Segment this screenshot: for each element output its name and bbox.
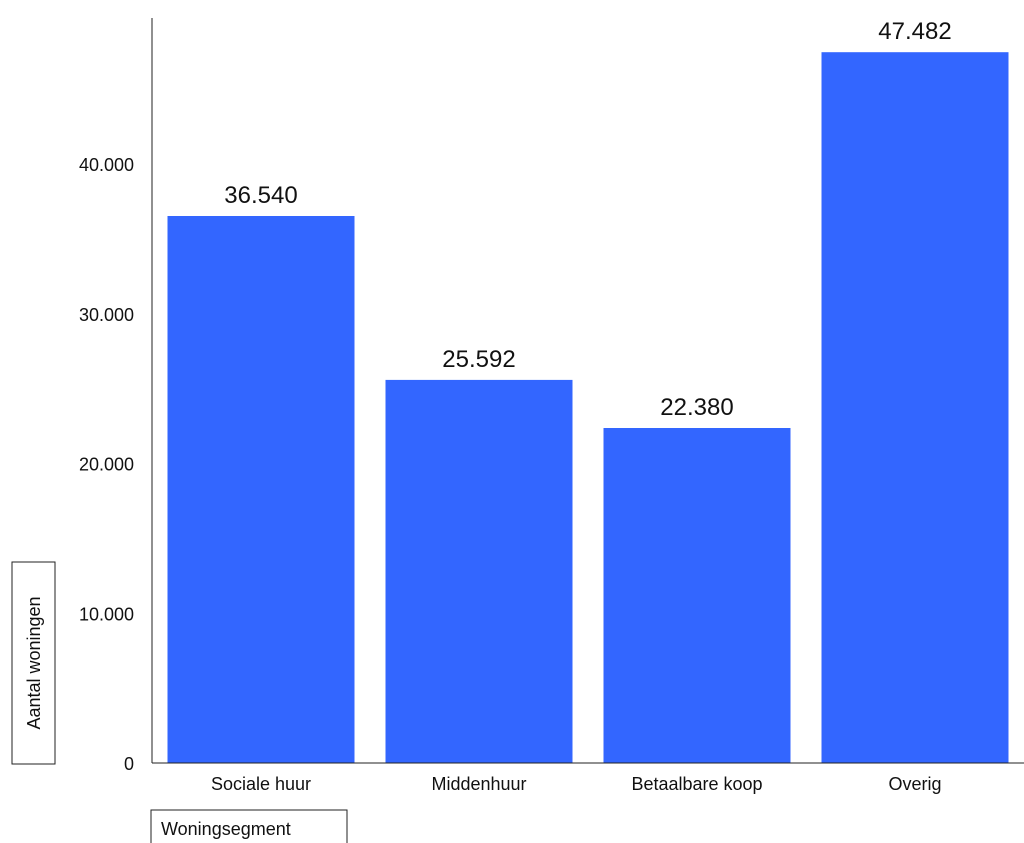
- bar: [385, 379, 573, 763]
- data-label: 47.482: [878, 18, 951, 45]
- bar: [167, 216, 355, 763]
- x-axis-title: Woningsegment: [150, 809, 348, 843]
- y-axis-title-text: Aantal woningen: [24, 596, 44, 729]
- bars-group: [167, 52, 1009, 763]
- value-labels-group: 36.540 25.592 22.380 47.482: [224, 18, 951, 421]
- x-tick-label: Middenhuur: [431, 774, 526, 794]
- x-tick-labels-group: Sociale huur Middenhuur Betaalbare koop Ove…: [211, 774, 942, 794]
- y-tick-label: 30.000: [79, 305, 134, 325]
- data-label: 25.592: [442, 346, 515, 373]
- y-tick-label: 20.000: [79, 455, 134, 475]
- x-axis-title-box: [150, 809, 348, 843]
- x-tick-label: Sociale huur: [211, 774, 311, 794]
- x-tick-label: Betaalbare koop: [631, 774, 762, 794]
- data-label: 22.380: [660, 394, 733, 421]
- y-axis-title-box: [11, 561, 56, 765]
- x-tick-label: Overig: [888, 774, 941, 794]
- y-tick-labels-group: 0 10.000 20.000 30.000 40.000: [79, 155, 134, 774]
- y-axis-title: Aantal woningen: [11, 561, 56, 765]
- bar: [603, 428, 791, 763]
- data-label: 36.540: [224, 182, 297, 209]
- bar: [821, 52, 1009, 763]
- y-tick-label: 0: [124, 754, 134, 774]
- y-tick-label: 10.000: [79, 604, 134, 624]
- x-axis-title-text: Woningsegment: [161, 819, 291, 839]
- y-tick-label: 40.000: [79, 155, 134, 175]
